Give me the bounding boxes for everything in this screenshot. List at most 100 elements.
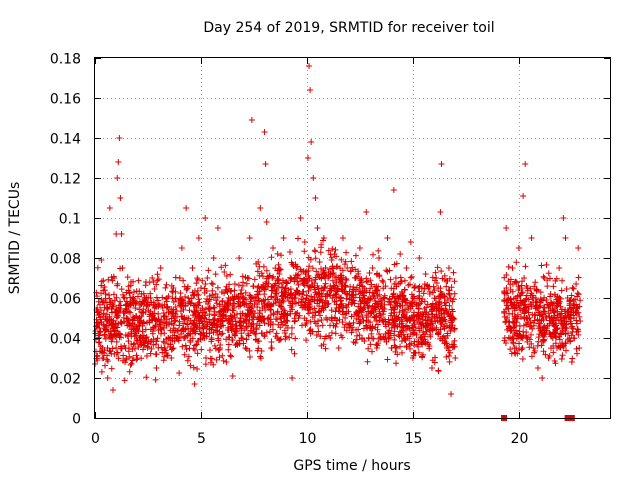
data-point	[395, 331, 402, 338]
data-point	[540, 348, 547, 355]
data-point	[415, 343, 422, 350]
data-point	[108, 365, 115, 372]
data-point	[443, 309, 450, 316]
data-point	[218, 264, 225, 271]
data-point	[318, 265, 325, 272]
data-point	[208, 335, 215, 341]
data-point	[574, 326, 581, 333]
data-point	[273, 330, 280, 337]
plot-frame	[94, 57, 611, 419]
data-point	[371, 290, 378, 297]
data-point	[424, 315, 431, 321]
data-point	[204, 300, 211, 307]
data-point	[536, 299, 543, 306]
data-point	[136, 341, 143, 348]
data-point	[427, 326, 434, 333]
data-point	[443, 345, 450, 351]
data-point	[114, 349, 121, 356]
data-point	[365, 314, 372, 321]
data-point	[510, 339, 517, 346]
data-point	[519, 356, 526, 363]
data-point	[243, 324, 250, 331]
data-point	[286, 334, 293, 341]
data-point	[112, 333, 119, 340]
data-point	[559, 277, 566, 284]
data-point	[359, 314, 366, 321]
data-point	[353, 284, 360, 291]
data-point	[536, 307, 543, 314]
data-point	[517, 307, 524, 314]
data-point	[176, 295, 183, 302]
data-point	[226, 334, 233, 341]
data-point	[325, 300, 332, 307]
data-point	[104, 345, 111, 352]
data-point	[571, 296, 578, 303]
data-point	[434, 330, 441, 337]
data-point	[356, 320, 363, 327]
data-point	[268, 254, 275, 261]
data-point	[524, 285, 531, 291]
data-point	[153, 338, 160, 345]
data-point	[574, 290, 581, 297]
data-point	[570, 315, 577, 321]
data-point	[279, 297, 286, 304]
data-point	[329, 295, 336, 301]
data-point	[219, 297, 226, 304]
data-point	[243, 280, 250, 287]
data-point	[98, 257, 105, 263]
data-point	[507, 276, 514, 283]
data-point	[278, 293, 285, 300]
data-point	[231, 314, 238, 321]
data-point	[301, 239, 308, 245]
data-point	[435, 285, 442, 292]
data-point	[527, 319, 534, 326]
data-point	[329, 263, 336, 270]
data-point	[396, 302, 403, 309]
data-point	[348, 258, 355, 265]
data-point	[257, 353, 264, 360]
data-point	[204, 275, 211, 281]
data-point	[376, 273, 383, 280]
data-point	[521, 309, 528, 316]
data-point	[118, 320, 125, 327]
data-point	[307, 299, 314, 306]
data-point	[413, 301, 420, 308]
data-point	[446, 287, 453, 294]
data-point	[424, 301, 431, 308]
data-point	[342, 315, 349, 321]
data-point	[176, 370, 183, 377]
data-point	[543, 315, 550, 321]
data-point	[346, 325, 353, 331]
data-point	[503, 225, 510, 231]
data-point	[113, 351, 120, 358]
data-point	[552, 317, 559, 324]
data-point	[96, 325, 103, 331]
data-point	[437, 209, 444, 215]
data-point	[423, 304, 430, 311]
data-point	[130, 326, 137, 333]
data-point	[367, 341, 374, 348]
data-point	[438, 268, 445, 275]
data-point	[277, 336, 284, 343]
y-tick-label: 0	[72, 412, 81, 428]
y-tick-label: 0.08	[50, 252, 81, 268]
data-point	[362, 322, 369, 329]
data-point	[261, 319, 268, 326]
data-point	[505, 305, 512, 312]
data-point	[557, 303, 564, 310]
data-point	[314, 296, 321, 303]
data-point	[372, 324, 379, 331]
data-point	[394, 351, 401, 358]
data-point	[202, 312, 209, 319]
data-point	[193, 280, 200, 287]
data-point	[181, 315, 188, 322]
data-point	[558, 355, 565, 362]
data-point	[155, 310, 162, 317]
data-point	[284, 294, 291, 301]
data-point	[229, 314, 236, 321]
data-point	[255, 316, 262, 323]
data-point	[294, 278, 301, 285]
data-point	[123, 315, 130, 321]
data-point	[513, 259, 520, 266]
